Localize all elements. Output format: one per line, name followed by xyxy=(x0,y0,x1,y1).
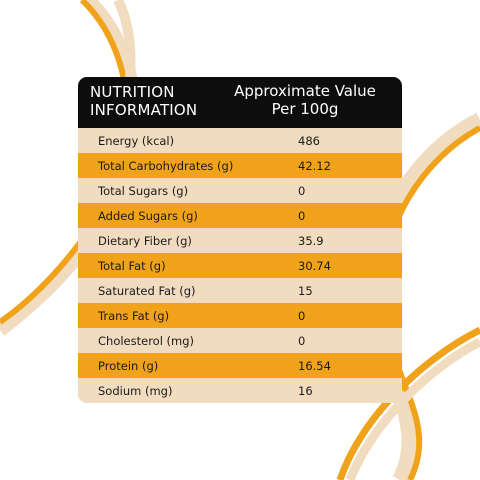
header-value-line1: Approximate Value xyxy=(234,82,376,100)
nutrient-label: Sodium (mg) xyxy=(98,383,173,398)
header-title-line2: INFORMATION xyxy=(90,101,198,119)
table-row: Total Sugars (g) 0 xyxy=(78,178,402,203)
nutrient-label: Dietary Fiber (g) xyxy=(98,233,192,248)
header-value-line2: Per 100g xyxy=(271,100,339,118)
nutrient-value: 16.54 xyxy=(298,358,331,373)
nutrient-label: Total Carbohydrates (g) xyxy=(98,158,234,173)
nutrient-value: 0 xyxy=(298,308,306,323)
nutrient-label: Total Fat (g) xyxy=(98,258,166,273)
table-row: Dietary Fiber (g) 35.9 xyxy=(78,228,402,253)
nutrient-label: Cholesterol (mg) xyxy=(98,333,195,348)
nutrient-value: 486 xyxy=(298,133,320,148)
nutrient-value: 42.12 xyxy=(298,158,331,173)
nutrient-rows: Energy (kcal) 486 Total Carbohydrates (g)… xyxy=(78,128,402,403)
table-row: Added Sugars (g) 0 xyxy=(78,203,402,228)
header-title: NUTRITION INFORMATION xyxy=(90,83,197,119)
nutrient-value: 0 xyxy=(298,208,306,223)
table-row: Cholesterol (mg) 0 xyxy=(78,328,402,353)
table-header: NUTRITION INFORMATION Approximate Value … xyxy=(78,77,402,128)
table-row: Sodium (mg) 16 xyxy=(78,378,402,403)
nutrient-label: Trans Fat (g) xyxy=(98,308,170,323)
nutrient-label: Added Sugars (g) xyxy=(98,208,198,223)
nutrient-value: 15 xyxy=(298,283,313,298)
header-value-title: Approximate Value Per 100g xyxy=(220,82,390,118)
table-row: Total Carbohydrates (g) 42.12 xyxy=(78,153,402,178)
nutrient-value: 0 xyxy=(298,183,306,198)
nutrition-table: NUTRITION INFORMATION Approximate Value … xyxy=(78,77,402,403)
nutrient-label: Energy (kcal) xyxy=(98,133,175,148)
nutrient-value: 30.74 xyxy=(298,258,331,273)
nutrient-value: 16 xyxy=(298,383,313,398)
nutrient-value: 0 xyxy=(298,333,306,348)
table-row: Energy (kcal) 486 xyxy=(78,128,402,153)
nutrient-label: Total Sugars (g) xyxy=(98,183,189,198)
nutrient-value: 35.9 xyxy=(298,233,324,248)
nutrient-label: Protein (g) xyxy=(98,358,159,373)
table-row: Saturated Fat (g) 15 xyxy=(78,278,402,303)
table-row: Protein (g) 16.54 xyxy=(78,353,402,378)
table-row: Trans Fat (g) 0 xyxy=(78,303,402,328)
table-row: Total Fat (g) 30.74 xyxy=(78,253,402,278)
nutrient-label: Saturated Fat (g) xyxy=(98,283,196,298)
header-title-line1: NUTRITION xyxy=(90,83,175,101)
